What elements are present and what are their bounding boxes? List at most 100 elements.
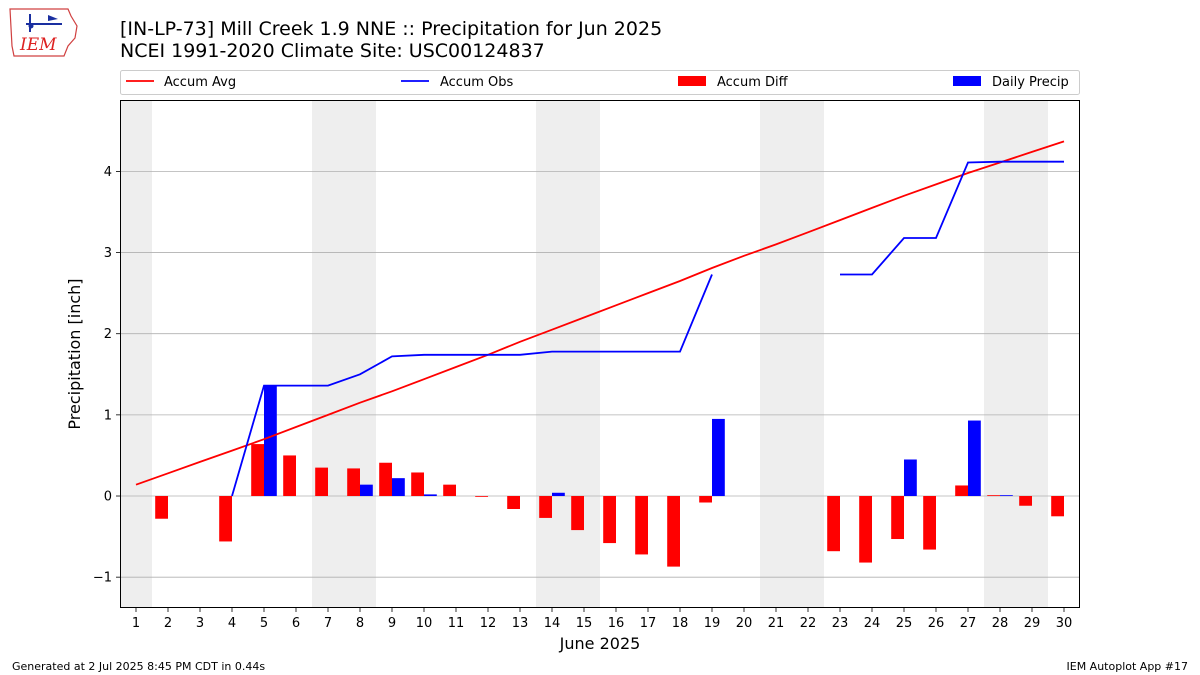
accum-diff-bar [283, 455, 296, 497]
logo-text: IEM [19, 35, 57, 55]
line-series [135, 140, 1065, 497]
y-axis-label: Precipitation [inch] [65, 278, 84, 429]
x-tick-label: 26 [928, 616, 945, 631]
daily-precip-bar [264, 385, 277, 497]
x-tick-label: 29 [1024, 616, 1041, 631]
daily-precip-bar [360, 484, 373, 497]
footer-app: IEM Autoplot App #17 [1067, 660, 1189, 673]
accum-diff-bar [411, 472, 424, 497]
x-tick-label: 9 [388, 616, 396, 631]
accum-diff-bar [251, 444, 264, 497]
x-tick-label: 28 [992, 616, 1009, 631]
weekend-band [760, 100, 792, 608]
weekend-band [312, 100, 344, 608]
accum-diff-bar [1019, 496, 1032, 506]
x-axis-ticks: 1 2 3 4 5 6 7 8 9 10 11 12 13 14 15 16 17 18 19 20 21 22 23 24 2… [132, 608, 1072, 631]
accum-diff-bar [859, 496, 872, 563]
weekend-bands [120, 100, 1048, 608]
accum-diff-bar [539, 496, 552, 518]
weekend-band [536, 100, 568, 608]
accum-diff-bar [347, 468, 360, 497]
footer-generated: Generated at 2 Jul 2025 8:45 PM CDT in 0… [12, 660, 265, 673]
weekend-band [568, 100, 600, 608]
y-axis-ticks: −1 0 1 2 3 4 [93, 165, 120, 586]
y-tick-label: 4 [104, 165, 112, 180]
x-tick-label: 3 [196, 616, 204, 631]
x-tick-label: 14 [544, 616, 561, 631]
x-tick-label: 24 [864, 616, 881, 631]
accum-diff-bar [827, 496, 840, 552]
accum-diff-bar [699, 496, 712, 503]
x-tick-label: 13 [512, 616, 529, 631]
legend-swatch-accum-diff [678, 76, 706, 86]
accum-diff-bar [475, 496, 488, 497]
weekend-band [792, 100, 824, 608]
accum-diff-bar [443, 484, 456, 497]
accum-diff-bar [1051, 496, 1064, 517]
legend-label-accum-obs: Accum Obs [440, 75, 513, 90]
x-tick-label: 1 [132, 616, 140, 631]
weekend-band [344, 100, 376, 608]
accum-diff-bar [667, 496, 680, 567]
weekend-band [984, 100, 1016, 608]
x-tick-label: 17 [640, 616, 657, 631]
x-tick-label: 20 [736, 616, 753, 631]
x-tick-label: 2 [164, 616, 172, 631]
accum-diff-bar [219, 496, 232, 542]
x-tick-label: 5 [260, 616, 268, 631]
weekend-band [1016, 100, 1048, 608]
y-tick-label: 0 [104, 490, 112, 505]
accum-diff-bar [571, 496, 584, 531]
x-tick-label: 23 [832, 616, 849, 631]
x-tick-label: 10 [416, 616, 433, 631]
legend-box [120, 70, 1080, 95]
accum-diff-bar [507, 496, 520, 509]
accum-diff-bar [891, 496, 904, 540]
accum-diff-bar [635, 496, 648, 555]
x-tick-label: 6 [292, 616, 300, 631]
x-tick-label: 27 [960, 616, 977, 631]
x-tick-label: 21 [768, 616, 785, 631]
accum-obs-line [840, 160, 1064, 276]
x-tick-label: 18 [672, 616, 689, 631]
accum-obs-line [231, 274, 713, 497]
accum-diff-bar [923, 496, 936, 550]
iem-logo: IEM [9, 8, 78, 57]
daily-precip-bar [552, 492, 565, 497]
x-tick-label: 11 [448, 616, 465, 631]
weekend-band [120, 100, 152, 608]
accum-diff-bar [379, 462, 392, 497]
x-tick-label: 25 [896, 616, 913, 631]
legend-label-daily-precip: Daily Precip [992, 75, 1069, 90]
x-tick-label: 22 [800, 616, 817, 631]
iowa-map-outline [9, 8, 78, 57]
daily-precip-bar [904, 459, 917, 497]
daily-precip-bar [1000, 495, 1013, 497]
x-tick-label: 15 [576, 616, 593, 631]
gridlines [120, 171, 1080, 578]
y-tick-label: −1 [93, 571, 112, 586]
accum-avg-line [135, 140, 1065, 486]
accum-diff-bar [987, 495, 1000, 497]
x-tick-label: 8 [356, 616, 364, 631]
x-tick-label: 19 [704, 616, 721, 631]
x-tick-label: 4 [228, 616, 236, 631]
x-axis-label: June 2025 [559, 634, 641, 653]
x-tick-label: 12 [480, 616, 497, 631]
legend: Accum Avg Accum Obs Accum Diff Daily Pre… [120, 70, 1080, 95]
daily-precip-bar [424, 494, 437, 497]
y-tick-label: 3 [104, 246, 112, 261]
daily-precip-bar [392, 478, 405, 497]
legend-swatch-daily-precip [953, 76, 981, 86]
logo-flag [48, 15, 58, 21]
bar-series [155, 385, 1064, 567]
y-tick-label: 2 [104, 327, 112, 342]
chart-subtitle: NCEI 1991-2020 Climate Site: USC00124837 [120, 40, 545, 62]
y-tick-label: 1 [104, 408, 112, 423]
daily-precip-bar [968, 420, 981, 497]
daily-precip-bar [712, 418, 725, 497]
accum-diff-bar [155, 496, 168, 519]
x-tick-label: 7 [324, 616, 332, 631]
accum-diff-bar [955, 485, 968, 497]
